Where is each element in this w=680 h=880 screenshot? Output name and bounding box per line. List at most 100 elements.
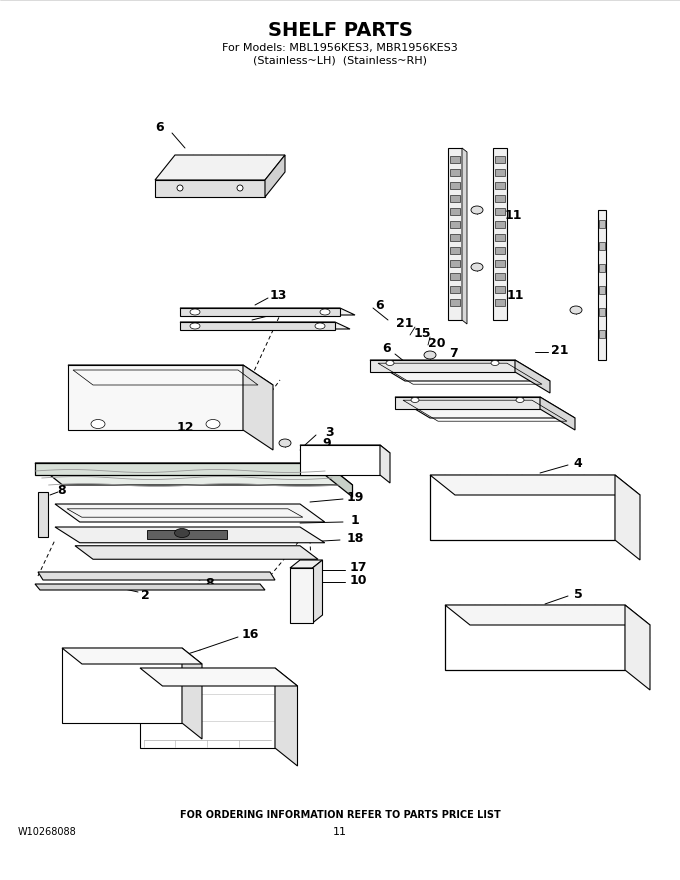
Polygon shape — [450, 195, 460, 202]
Ellipse shape — [190, 309, 200, 315]
Text: 19: 19 — [346, 490, 364, 503]
Polygon shape — [180, 308, 355, 315]
Polygon shape — [450, 299, 460, 306]
Polygon shape — [275, 668, 298, 766]
Text: FOR ORDERING INFORMATION REFER TO PARTS PRICE LIST: FOR ORDERING INFORMATION REFER TO PARTS … — [180, 810, 500, 820]
Polygon shape — [75, 546, 318, 560]
Polygon shape — [462, 148, 467, 324]
Ellipse shape — [471, 263, 483, 271]
Polygon shape — [140, 668, 298, 686]
Polygon shape — [450, 273, 460, 280]
Text: 12: 12 — [176, 421, 194, 434]
Polygon shape — [495, 247, 505, 254]
Polygon shape — [300, 445, 380, 475]
Polygon shape — [38, 492, 48, 537]
Text: 8: 8 — [205, 576, 214, 590]
Ellipse shape — [175, 529, 190, 538]
Text: 11: 11 — [505, 209, 522, 222]
Text: 17: 17 — [350, 561, 367, 574]
Text: 8: 8 — [58, 483, 67, 496]
Polygon shape — [495, 221, 505, 228]
Polygon shape — [495, 169, 505, 176]
Ellipse shape — [320, 309, 330, 315]
Ellipse shape — [91, 420, 105, 429]
Polygon shape — [599, 242, 605, 250]
Polygon shape — [495, 156, 505, 163]
Polygon shape — [450, 221, 460, 228]
Polygon shape — [380, 445, 390, 483]
Polygon shape — [68, 365, 243, 430]
Polygon shape — [180, 322, 335, 330]
Text: 6: 6 — [383, 341, 391, 355]
Polygon shape — [450, 208, 460, 215]
Text: For Models: MBL1956KES3, MBR1956KES3: For Models: MBL1956KES3, MBR1956KES3 — [222, 43, 458, 53]
Polygon shape — [495, 182, 505, 189]
Polygon shape — [540, 397, 575, 430]
Polygon shape — [395, 397, 540, 409]
Polygon shape — [430, 475, 615, 540]
Polygon shape — [445, 605, 650, 625]
Polygon shape — [55, 527, 325, 543]
Text: 11: 11 — [506, 289, 524, 302]
Text: 14: 14 — [269, 306, 287, 319]
Polygon shape — [598, 210, 606, 360]
Text: SHELF PARTS: SHELF PARTS — [267, 20, 413, 40]
Polygon shape — [495, 208, 505, 215]
Polygon shape — [62, 648, 202, 664]
Polygon shape — [599, 330, 605, 338]
Polygon shape — [515, 360, 550, 393]
Polygon shape — [68, 365, 273, 385]
Ellipse shape — [411, 398, 419, 402]
Polygon shape — [55, 504, 325, 522]
Polygon shape — [625, 605, 650, 690]
Polygon shape — [495, 299, 505, 306]
Ellipse shape — [190, 323, 200, 329]
Polygon shape — [140, 668, 275, 748]
Polygon shape — [450, 247, 460, 254]
Text: (Stainless~LH)  (Stainless~RH): (Stainless~LH) (Stainless~RH) — [253, 55, 427, 65]
Polygon shape — [450, 156, 460, 163]
Text: 9: 9 — [323, 436, 331, 450]
Polygon shape — [495, 234, 505, 241]
Text: 10: 10 — [350, 574, 367, 586]
Polygon shape — [370, 360, 515, 372]
Polygon shape — [445, 605, 625, 670]
Polygon shape — [450, 286, 460, 293]
Polygon shape — [182, 648, 202, 739]
Polygon shape — [495, 273, 505, 280]
Ellipse shape — [471, 206, 483, 214]
Polygon shape — [35, 463, 325, 475]
Polygon shape — [448, 148, 462, 320]
Text: 13: 13 — [269, 289, 287, 302]
Text: 20: 20 — [428, 336, 446, 349]
Text: 5: 5 — [574, 588, 582, 600]
Polygon shape — [450, 260, 460, 267]
Polygon shape — [147, 530, 227, 539]
Polygon shape — [615, 475, 640, 560]
Text: 11: 11 — [333, 827, 347, 837]
Text: W10268088: W10268088 — [18, 827, 77, 837]
Text: 18: 18 — [346, 532, 364, 545]
Polygon shape — [599, 220, 605, 228]
Polygon shape — [450, 169, 460, 176]
Ellipse shape — [570, 306, 582, 314]
Ellipse shape — [279, 439, 291, 447]
Polygon shape — [290, 568, 313, 623]
Text: 1: 1 — [351, 514, 359, 526]
Circle shape — [177, 185, 183, 191]
Polygon shape — [155, 155, 285, 180]
Ellipse shape — [424, 351, 436, 359]
Polygon shape — [370, 360, 550, 381]
Text: 21: 21 — [551, 343, 568, 356]
Polygon shape — [243, 365, 273, 450]
Polygon shape — [62, 648, 182, 723]
Text: 3: 3 — [326, 426, 335, 438]
Ellipse shape — [315, 323, 325, 329]
Ellipse shape — [386, 361, 394, 365]
Ellipse shape — [206, 420, 220, 429]
Polygon shape — [599, 308, 605, 316]
Polygon shape — [495, 195, 505, 202]
Polygon shape — [290, 560, 322, 568]
Text: 6: 6 — [375, 298, 384, 312]
Polygon shape — [493, 148, 507, 320]
